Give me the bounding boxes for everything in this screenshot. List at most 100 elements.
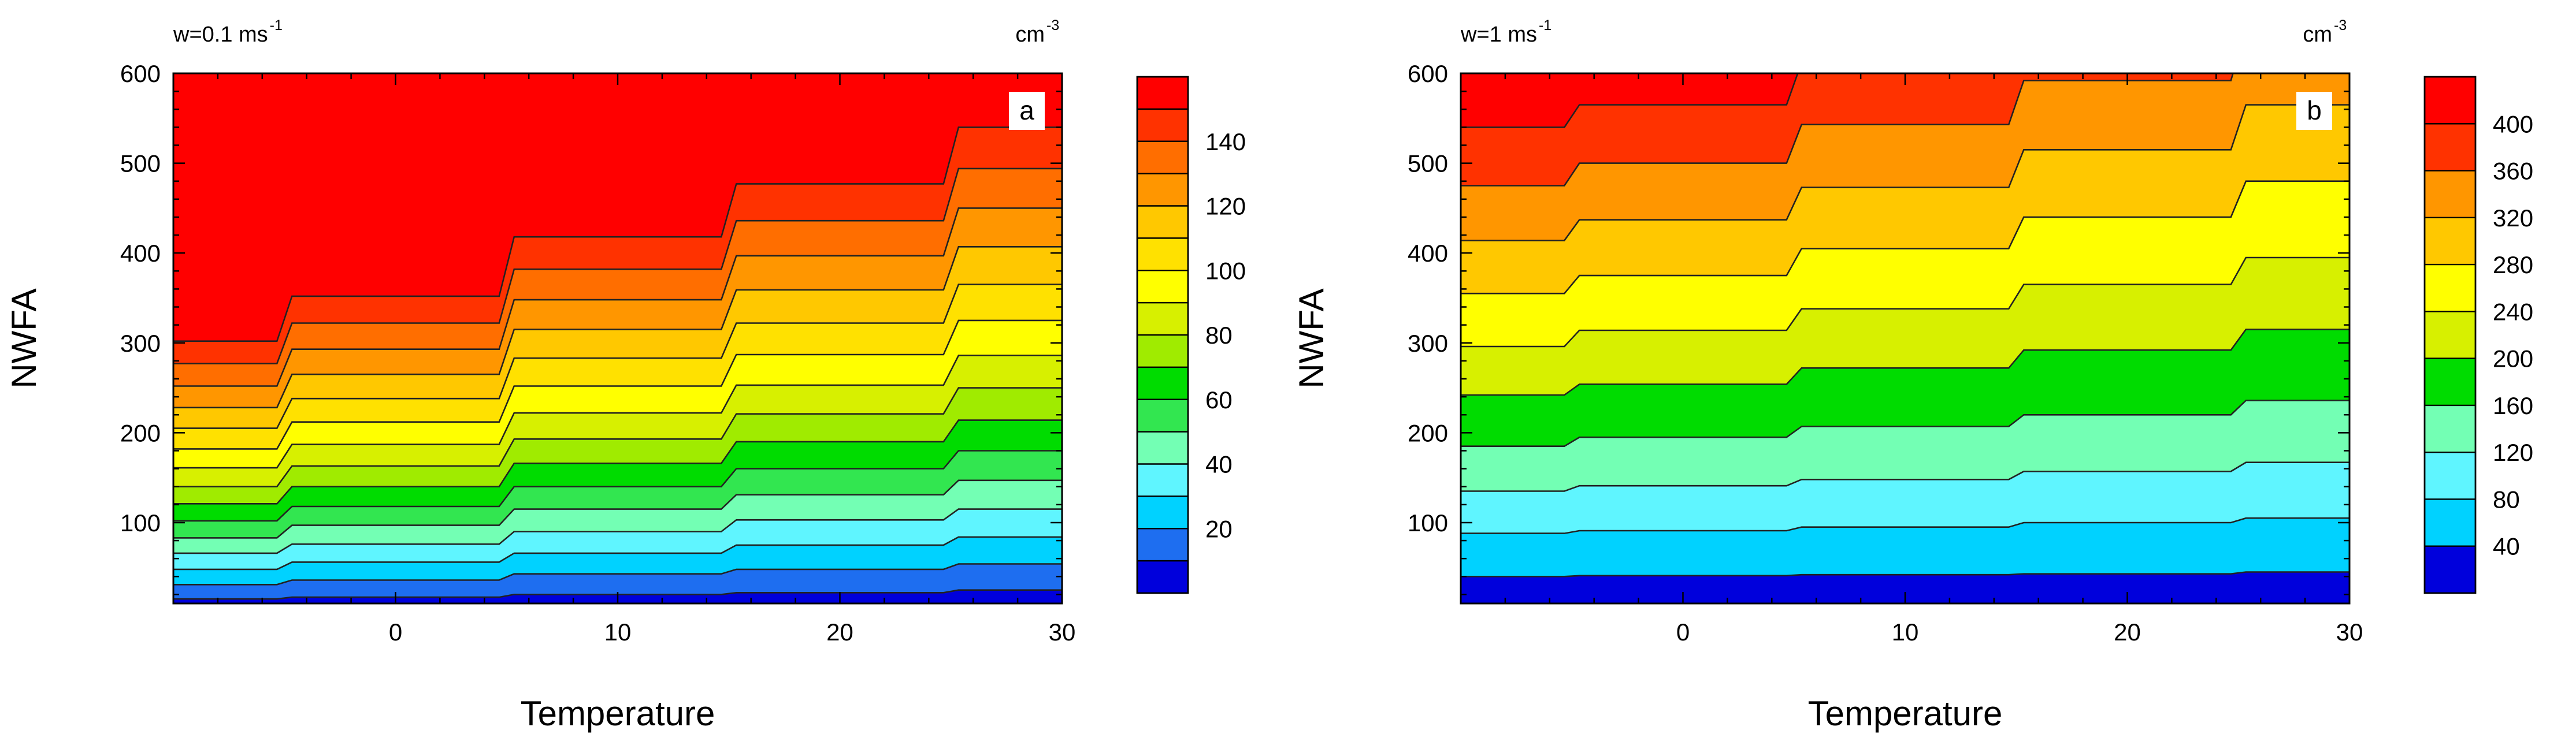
colorbar-segment: [1137, 238, 1188, 271]
colorbar-segment: [1137, 303, 1188, 336]
y-tick-label: 300: [120, 330, 161, 357]
contour-line-40: [173, 508, 1062, 554]
contour-line-100: [173, 319, 1062, 450]
colorbar-segment: [1137, 431, 1188, 465]
y-tick-label: 500: [120, 150, 161, 177]
colorbar-segment: [2425, 405, 2475, 453]
unit-label: cm: [2303, 23, 2332, 47]
colorbar-segment: [1137, 270, 1188, 303]
colorbar-segment: [2425, 452, 2475, 500]
colorbar-tick-label: 80: [1205, 322, 1233, 349]
contour-line-80: [173, 387, 1062, 487]
y-tick-label: 600: [120, 60, 161, 87]
unit-label-exponent: -3: [1046, 17, 1059, 33]
colorbar-segment: [2425, 358, 2475, 406]
colorbar-segment: [1137, 141, 1188, 174]
colorbar-segment: [1137, 173, 1188, 207]
colorbar-tick-label: 280: [2493, 251, 2533, 278]
colorbar-segment: [1137, 77, 1188, 110]
x-tick-label: 30: [2336, 618, 2363, 646]
contour-line-360: [1461, 73, 2234, 187]
colorbar-segment: [2425, 217, 2475, 265]
y-tick-label: 100: [1408, 509, 1448, 536]
colorbar-segment: [2425, 311, 2475, 359]
unit-label-exponent: -3: [2334, 17, 2347, 33]
unit-label: cm: [1015, 23, 1045, 47]
velocity-label: w=0.1 ms: [173, 23, 268, 47]
y-tick-label: 500: [1408, 150, 1448, 177]
x-tick-label: 20: [826, 618, 853, 646]
contour-line-60: [173, 450, 1062, 522]
x-tick-label: 10: [604, 618, 632, 646]
contour-fills: [173, 73, 1062, 603]
colorbar-frame: [2423, 76, 2477, 594]
y-axis-title: NWFA: [1292, 288, 1331, 388]
contour-line-280: [1461, 180, 2349, 295]
colorbar: 20 40 60 80 100 120 140: [1136, 76, 1246, 594]
contour-line-120: [173, 246, 1062, 409]
contour-line-120: [1461, 461, 2349, 492]
colorbar-segment: [2425, 77, 2475, 124]
contour-line-320: [1461, 104, 2349, 241]
panel-a: 0 10 20 30 100 200 300 400 500 600 Temperature NWFA…: [5, 17, 1246, 733]
colorbar-tick-label: 120: [2493, 439, 2533, 466]
contour-line-20: [173, 563, 1062, 586]
colorbar-segment: [1137, 496, 1188, 529]
y-tick-label: 400: [120, 240, 161, 267]
colorbar-tick-label: 20: [1205, 515, 1233, 542]
colorbar-tick-label: 40: [1205, 451, 1233, 478]
panel-label: b: [2307, 95, 2322, 125]
colorbar-segment: [2425, 499, 2475, 547]
contour-line-160: [1461, 400, 2349, 447]
colorbar-segment: [1137, 335, 1188, 368]
x-tick-label: 10: [1892, 618, 1919, 646]
y-tick-label: 200: [120, 419, 161, 446]
contour-line-50: [173, 479, 1062, 539]
colorbar-segment: [1137, 206, 1188, 239]
contour-line-70: [173, 419, 1062, 505]
x-tick-label: 20: [2114, 618, 2141, 646]
colorbar-tick-label: 140: [1205, 128, 1246, 155]
colorbar-segment: [1137, 561, 1188, 594]
x-tick-label: 0: [1676, 618, 1690, 646]
colorbar-tick-label: 80: [2493, 486, 2520, 513]
y-axis-title: NWFA: [5, 288, 43, 388]
x-tick-label: 0: [389, 618, 402, 646]
panel-label-box: [1009, 92, 1045, 130]
colorbar-segment: [1137, 528, 1188, 561]
y-tick-label: 200: [1408, 419, 1448, 446]
panel-label-box: [2296, 92, 2332, 130]
contour-line-130: [173, 207, 1062, 387]
panel-label: a: [1019, 95, 1034, 125]
contour-line-30: [173, 536, 1062, 571]
colorbar-segment: [1137, 464, 1188, 497]
colorbar-segment: [1137, 399, 1188, 433]
colorbar-tick-label: 100: [1205, 257, 1246, 284]
colorbar-tick-label: 240: [2493, 298, 2533, 325]
contour-line-90: [173, 355, 1062, 469]
contour-line-400: [1461, 73, 1799, 128]
x-tick-label: 30: [1049, 618, 1076, 646]
colorbar-tick-label: 320: [2493, 204, 2533, 232]
velocity-label-exponent: -1: [1539, 17, 1551, 33]
colorbar-segment: [2425, 264, 2475, 312]
colorbar: 40 80 120 160 200 240 280 320 360 400: [2423, 76, 2533, 594]
contour-lines: [1461, 73, 2349, 577]
velocity-label-exponent: -1: [270, 17, 283, 33]
x-axis-title: Temperature: [1808, 694, 2003, 733]
contour-line-110: [173, 284, 1062, 429]
contour-line-140: [173, 167, 1062, 364]
velocity-label: w=1 ms: [1460, 23, 1537, 47]
colorbar-tick-label: 60: [1205, 386, 1233, 413]
colorbar-segment: [1137, 367, 1188, 400]
y-tick-label: 100: [120, 509, 161, 536]
y-tick-label: 400: [1408, 240, 1448, 267]
contour-line-80: [1461, 517, 2349, 534]
colorbar-tick-label: 200: [2493, 345, 2533, 372]
contour-lines: [173, 126, 1062, 600]
colorbar-tick-label: 400: [2493, 110, 2533, 137]
colorbar-segment: [2425, 170, 2475, 218]
colorbar-segment: [1137, 109, 1188, 142]
contour-line-150: [173, 126, 1062, 342]
